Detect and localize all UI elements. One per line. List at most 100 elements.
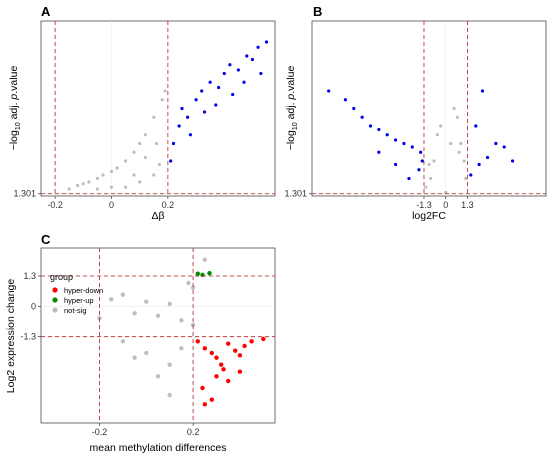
panel-b-y-tick-label-0: 1.301 <box>284 189 307 199</box>
panel-c-point-not-sig-16 <box>190 285 196 290</box>
panel-c-point-not-sig-9 <box>120 339 126 344</box>
panel-b-point-sig-2 <box>352 106 356 111</box>
panel-a-point-sig-1 <box>171 141 176 146</box>
panel-b-point-not-sig-3 <box>435 133 439 137</box>
panel-a-point-sig-18 <box>214 103 218 107</box>
panel-a-plot-area <box>40 20 276 197</box>
panel-c-point-hyper-down-5 <box>226 341 231 346</box>
panel-a-point-not-sig-19 <box>109 185 114 189</box>
panel-c-point-not-sig-7 <box>179 318 184 323</box>
panel-c-point-not-sig-18 <box>202 257 207 262</box>
panel-b-point-not-sig-8 <box>455 115 460 119</box>
panel-b-point-sig-6 <box>385 133 389 137</box>
panel-b-point-sig-16 <box>469 173 473 177</box>
panel-b-point-sig-19 <box>494 141 498 146</box>
panel-a-point-sig-15 <box>264 40 269 44</box>
panel-b-point-sig-0 <box>327 89 331 93</box>
panel-a-point-not-sig-23 <box>154 141 159 146</box>
panel-a-point-not-sig-8 <box>123 159 128 163</box>
panel-c-point-not-sig-11 <box>167 362 172 367</box>
panel-a-point-not-sig-18 <box>157 162 162 167</box>
panel-b-plot-area <box>311 20 547 197</box>
panel-c-point-hyper-down-16 <box>202 402 207 407</box>
panel-b-thresholds <box>312 21 546 196</box>
panel-c-point-hyper-down-2 <box>209 350 215 356</box>
panel-c-y-tick-label-0: 1.3 <box>23 271 36 281</box>
panel-a-point-sig-13 <box>250 57 255 62</box>
panel-b-point-sig-3 <box>360 115 364 119</box>
panel-c-point-hyper-down-15 <box>209 397 215 402</box>
panel-c-point-hyper-down-13 <box>226 378 231 384</box>
panel-c-point-not-sig-5 <box>155 313 161 318</box>
panel-a-y-tick-label-0: 1.301 <box>13 189 36 199</box>
panel-a-point-sig-21 <box>259 71 263 76</box>
panel-b-x-tick-label-1: 0 <box>443 200 448 210</box>
panel-c-point-hyper-down-8 <box>242 343 247 349</box>
panel-a-point-not-sig-6 <box>109 169 114 174</box>
panel-c-point-not-sig-3 <box>132 311 137 316</box>
panel-a-point-not-sig-15 <box>123 185 128 189</box>
panel-c-x-axis-title: mean methylation differences <box>90 442 227 454</box>
panel-a-point-not-sig-2 <box>81 182 85 186</box>
panel-c-point-not-sig-10 <box>144 350 149 356</box>
panel-c-point-hyper-down-11 <box>200 385 205 391</box>
panel-c-point-hyper-down-12 <box>214 374 219 379</box>
panel-c-point-not-sig-2 <box>120 292 126 297</box>
panel-a-thresholds <box>41 21 275 196</box>
panel-b-point-sig-7 <box>393 138 398 142</box>
panel-a-x-tick-label-0: -0.2 <box>47 200 63 210</box>
panel-a-point-not-sig-4 <box>95 176 99 181</box>
panel-a-ticks: -0.2 0 0.2 1.301 <box>13 189 174 210</box>
panel-c-points <box>97 257 266 407</box>
panel-b-point-sig-20 <box>502 145 506 149</box>
panel-b-point-not-sig-12 <box>427 162 431 167</box>
panel-a-point-sig-9 <box>222 71 226 76</box>
panel-a-point-not-sig-1 <box>76 183 80 188</box>
panel-c-y-tick-label-2: -1.3 <box>20 332 36 342</box>
panel-b-point-sig-22 <box>474 124 478 128</box>
panel-b-points <box>327 89 515 195</box>
panel-a-point-not-sig-0 <box>67 187 71 191</box>
panel-c-point-not-sig-4 <box>144 299 149 304</box>
panel-b-point-sig-8 <box>402 141 406 146</box>
panel-c-y-axis-title: Log2 expression change <box>5 279 17 394</box>
panel-c-point-hyper-down-3 <box>214 355 219 360</box>
panel-a-point-sig-16 <box>188 133 193 137</box>
panel-a-point-sig-3 <box>180 106 184 111</box>
panel-a-point-not-sig-20 <box>95 187 99 191</box>
panel-a-point-sig-12 <box>245 54 249 58</box>
panel-b-point-sig-21 <box>510 159 515 163</box>
panel-c-ticks: -0.2 0.2 1.3 0 -1.3 <box>20 271 199 437</box>
panel-b-ticks: -1.3 0 1.3 1.301 <box>284 189 473 210</box>
panel-b-point-not-sig-9 <box>459 141 463 146</box>
panel-a-x-tick-label-1: 0 <box>109 200 114 210</box>
panel-c-point-not-sig-13 <box>155 374 161 379</box>
panel-b-point-sig-10 <box>419 150 423 154</box>
panel-b-point-not-sig-4 <box>439 124 443 128</box>
panel-a-point-not-sig-22 <box>143 155 147 160</box>
panel-b-point-sig-15 <box>377 150 381 154</box>
panel-b-point-sig-14 <box>393 162 398 167</box>
panel-c-point-not-sig-6 <box>167 301 172 307</box>
panel-c-point-hyper-down-7 <box>237 353 243 358</box>
legend-marker-not-sig <box>52 307 58 313</box>
panel-a-point-sig-4 <box>186 115 190 119</box>
panel-c-point-hyper-down-0 <box>195 339 200 344</box>
panel-c-point-hyper-down-14 <box>237 369 243 374</box>
panel-b-point-sig-23 <box>480 89 485 93</box>
panel-c-y-tick-label-1: 0 <box>31 301 36 311</box>
panel-a-point-not-sig-11 <box>143 133 147 137</box>
panel-b-point-sig-9 <box>410 145 414 149</box>
panel-a-point-not-sig-16 <box>138 180 142 184</box>
panel-c-plot-area <box>40 247 276 424</box>
panel-b-point-sig-4 <box>368 124 373 128</box>
legend-label-hyper-up: hyper-up <box>64 296 94 305</box>
panel-a-x-tick-label-2: 0.2 <box>162 200 175 210</box>
panel-c-point-not-sig-14 <box>132 355 137 360</box>
panel-b-x-axis-title: log2FC <box>412 210 446 222</box>
panel-a-point-not-sig-12 <box>152 115 156 119</box>
panel-a-point-sig-7 <box>208 80 212 84</box>
panel-a-point-not-sig-21 <box>132 173 136 177</box>
